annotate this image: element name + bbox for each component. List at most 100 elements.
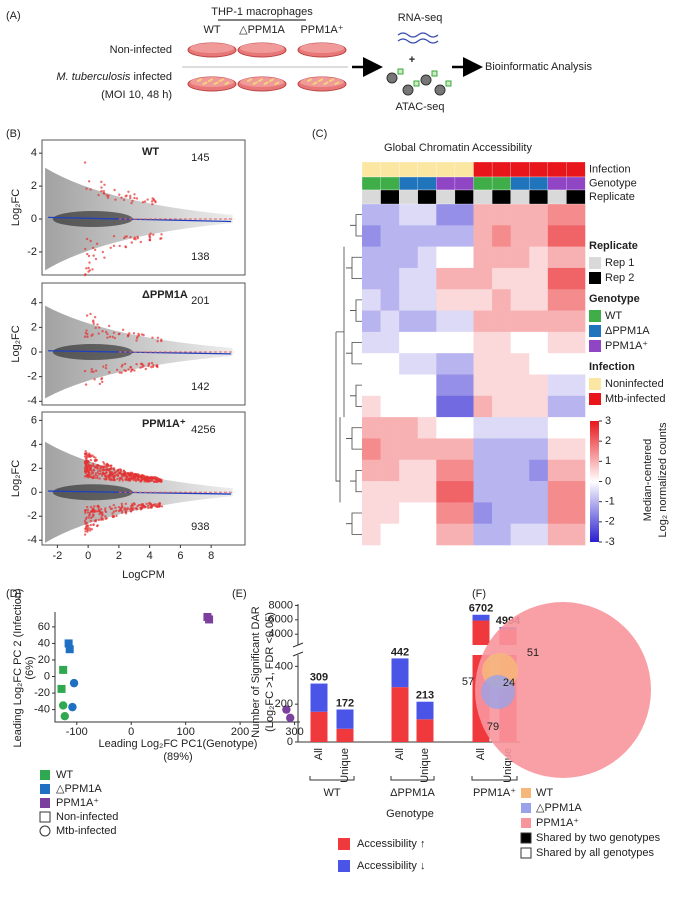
venn-count: 51 bbox=[527, 647, 539, 659]
de-point bbox=[124, 502, 128, 506]
total-label: 213 bbox=[416, 690, 434, 702]
y-tick-label: 60 bbox=[38, 621, 50, 633]
de-point bbox=[156, 336, 160, 340]
annotation-cell bbox=[547, 161, 567, 178]
legend-label: Accessibility ↓ bbox=[357, 860, 425, 872]
de-point bbox=[90, 528, 94, 531]
heatmap-cell bbox=[492, 374, 511, 397]
de-point bbox=[120, 196, 123, 199]
de-point bbox=[101, 513, 104, 517]
bacillus bbox=[197, 78, 202, 82]
de-point bbox=[90, 370, 93, 373]
de-point bbox=[93, 248, 97, 252]
heatmap-cell bbox=[473, 438, 493, 461]
de-point bbox=[113, 188, 116, 192]
de-point bbox=[84, 449, 87, 453]
heatmap-cell bbox=[454, 310, 474, 333]
heatmap-cell bbox=[417, 353, 437, 375]
annotation-cell bbox=[361, 161, 382, 178]
annotation-cell bbox=[399, 189, 419, 205]
heatmap-cell bbox=[399, 289, 419, 311]
legend-label: Shared by all genotypes bbox=[536, 847, 655, 859]
heatmap-cell bbox=[454, 438, 474, 461]
heatmap-cell bbox=[566, 438, 586, 461]
de-point bbox=[99, 472, 102, 475]
axes bbox=[54, 612, 300, 723]
schematic-title: THP-1 macrophages bbox=[211, 6, 313, 18]
de-point bbox=[93, 505, 96, 508]
y-tick-label: 8000 bbox=[269, 599, 293, 611]
y-tick-label: 20 bbox=[38, 654, 50, 666]
de-point bbox=[106, 196, 110, 199]
de-point bbox=[106, 474, 110, 478]
annotation-cell bbox=[529, 161, 549, 178]
de-point bbox=[120, 502, 124, 506]
heatmap-cell bbox=[566, 289, 586, 311]
bacillus bbox=[202, 81, 208, 85]
colorbar-label: Log₂ normalized counts bbox=[657, 422, 669, 537]
de-point bbox=[104, 507, 107, 510]
de-point bbox=[112, 503, 116, 507]
heatmap-cell bbox=[473, 289, 493, 311]
bar-segment bbox=[310, 711, 328, 742]
de-point bbox=[147, 506, 150, 510]
y-tick-label: 2 bbox=[31, 321, 37, 333]
de-point bbox=[127, 333, 130, 337]
de-point bbox=[157, 502, 161, 506]
legend-swatch bbox=[589, 310, 601, 322]
heatmap-cell bbox=[547, 267, 567, 290]
de-point bbox=[96, 323, 99, 326]
de-point bbox=[86, 528, 89, 531]
de-point bbox=[148, 479, 152, 483]
de-point bbox=[96, 476, 99, 480]
de-point bbox=[144, 477, 147, 480]
legend-label: Mtb-infected bbox=[56, 825, 117, 837]
de-point bbox=[124, 512, 128, 515]
row-label: Non-infected bbox=[110, 44, 172, 56]
heatmap-cell bbox=[362, 289, 381, 311]
heatmap-cell bbox=[529, 481, 549, 503]
heatmap-cell bbox=[436, 395, 456, 418]
de-point bbox=[118, 371, 122, 374]
de-point bbox=[142, 505, 146, 509]
group-label: ΔPPM1A bbox=[390, 787, 435, 799]
de-point bbox=[85, 516, 88, 519]
annotation-cell bbox=[547, 176, 567, 191]
dish-rim bbox=[300, 43, 344, 53]
de-point bbox=[129, 194, 132, 198]
annotation-cell bbox=[417, 176, 437, 191]
heatmap-cell bbox=[399, 374, 419, 397]
de-point bbox=[87, 254, 91, 258]
x-tick-label: Unique bbox=[419, 748, 431, 783]
heatmap-cell bbox=[473, 310, 493, 333]
bacillus bbox=[258, 78, 263, 82]
de-point bbox=[108, 371, 111, 374]
bacillus bbox=[323, 81, 329, 85]
heatmap-cell bbox=[492, 267, 511, 290]
heatmap-cell bbox=[547, 225, 567, 247]
de-point bbox=[90, 368, 93, 371]
heatmap-cell bbox=[399, 310, 419, 333]
bacillus bbox=[208, 78, 213, 82]
de-point bbox=[107, 324, 111, 328]
annotation-cell bbox=[417, 189, 437, 205]
de-point bbox=[95, 242, 99, 245]
de-point bbox=[91, 268, 94, 271]
bacillus bbox=[269, 78, 274, 82]
de-point bbox=[94, 473, 97, 477]
de-point bbox=[99, 467, 102, 471]
heatmap-cell bbox=[362, 459, 381, 482]
de-point bbox=[95, 510, 99, 513]
heatmap-cell bbox=[417, 395, 437, 418]
legend-label: WT bbox=[536, 787, 553, 799]
de-point bbox=[92, 476, 95, 479]
point bbox=[68, 702, 77, 712]
heatmap-cell bbox=[454, 459, 474, 482]
bar-segment bbox=[472, 620, 490, 645]
heatmap-cell bbox=[510, 395, 530, 418]
de-point bbox=[123, 506, 127, 510]
bacillus bbox=[274, 81, 280, 85]
de-point bbox=[156, 340, 159, 343]
de-point bbox=[103, 477, 106, 481]
de-point bbox=[144, 367, 148, 371]
